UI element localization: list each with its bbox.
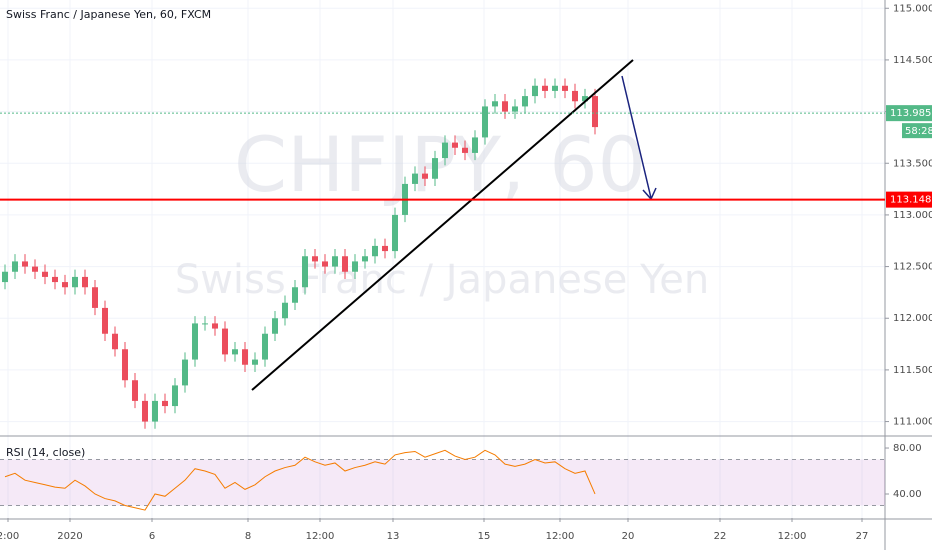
x-tick-label: 12:00 (306, 531, 335, 542)
candle-body (142, 400, 148, 422)
candle-body (262, 333, 268, 360)
candle-body (482, 106, 488, 138)
candle-body (462, 147, 468, 153)
candle-body (232, 349, 238, 355)
candle-body (352, 261, 358, 272)
grid (0, 0, 885, 518)
level-box (886, 191, 932, 208)
candle-body (582, 96, 588, 102)
x-tick-label: 2020 (57, 531, 82, 542)
candle-body (532, 85, 538, 97)
candle-body (172, 385, 178, 407)
countdown-label: 58:28 (905, 126, 932, 137)
candle-body (32, 266, 38, 272)
candle-body (132, 380, 138, 401)
candle-body (162, 400, 168, 407)
candle-body (562, 85, 568, 91)
y-tick-label: 114.500 (893, 55, 932, 66)
candle-body (332, 256, 338, 267)
candle-body (592, 96, 598, 128)
x-tick-label: 20 (622, 531, 635, 542)
candle-body (542, 85, 548, 91)
candle-body (122, 349, 128, 381)
candle-body (102, 307, 108, 334)
candle-body (42, 271, 48, 277)
candle-body (362, 256, 368, 262)
y-tick-label: 112.000 (893, 313, 932, 324)
x-tick-label: 27 (856, 531, 869, 542)
candle-body (282, 302, 288, 319)
x-tick-label: 6 (149, 531, 155, 542)
candle-body (492, 101, 498, 107)
candle-body (572, 90, 578, 102)
candle-body (112, 333, 118, 350)
candle-body (252, 359, 258, 365)
candle-body (502, 101, 508, 112)
x-tick-label: 13 (387, 531, 400, 542)
candle-body (432, 158, 438, 179)
rsi-title: RSI (14, close) (6, 446, 85, 459)
candle-body (82, 276, 88, 288)
candle-body (392, 214, 398, 252)
candle-body (52, 276, 58, 283)
watermark: CHFJPY, 60 (234, 120, 646, 209)
candle-body (242, 349, 248, 365)
x-tick-label: 22 (714, 531, 727, 542)
candle-body (382, 245, 388, 252)
candle-body (72, 276, 78, 288)
candle-body (512, 106, 518, 112)
candle-body (342, 256, 348, 272)
x-tick-label: 12:00 (546, 531, 575, 542)
candle-body (452, 142, 458, 148)
last-price-box (886, 105, 932, 122)
x-tick-label: 15 (478, 531, 491, 542)
y-tick-label: 115.000 (893, 3, 932, 14)
candle-body (12, 261, 18, 272)
candle-body (192, 323, 198, 360)
candle-body (182, 359, 188, 386)
candle-body (272, 318, 278, 334)
candle-body (62, 282, 68, 288)
rsi-y-tick-label: 40.00 (893, 489, 922, 500)
watermark-subtitle: Swiss Franc / Japanese Yen (175, 257, 709, 303)
candle-body (92, 287, 98, 308)
candle-body (152, 400, 158, 422)
candle-body (372, 245, 378, 257)
candle-body (202, 323, 208, 325)
candle-body (472, 137, 478, 153)
countdown-box (902, 123, 932, 139)
x-tick-label: 2:00 (0, 531, 19, 542)
x-tick-label: 12:00 (778, 531, 807, 542)
y-tick-label: 111.000 (893, 417, 932, 428)
candle-body (222, 328, 228, 355)
chart-title: Swiss Franc / Japanese Yen, 60, FXCM (6, 8, 211, 21)
x-tick-label: 8 (245, 531, 251, 542)
candle-body (442, 142, 448, 159)
arrow-line (621, 75, 652, 199)
rsi-line (4, 449, 596, 511)
level-label: 113.148 (890, 195, 931, 206)
y-tick-label: 113.000 (893, 210, 932, 221)
candle-body (2, 271, 8, 283)
trend-line (251, 59, 634, 391)
y-tick-label: 113.500 (893, 158, 932, 169)
candle-body (212, 323, 218, 329)
rsi-band-fill (0, 459, 885, 506)
candle-body (22, 261, 28, 267)
y-tick-label: 111.500 (893, 365, 932, 376)
last-price-label: 113.985 (890, 108, 931, 119)
y-tick-label: 112.500 (893, 262, 932, 273)
candle-body (292, 287, 298, 303)
candle-body (552, 85, 558, 91)
candle-body (312, 256, 318, 262)
candle-body (522, 96, 528, 107)
candle-body (302, 256, 308, 288)
rsi-y-tick-label: 80.00 (893, 443, 922, 454)
candle-body (322, 261, 328, 267)
candle-body (412, 173, 418, 184)
candle-body (422, 173, 428, 179)
plot (2, 78, 598, 429)
